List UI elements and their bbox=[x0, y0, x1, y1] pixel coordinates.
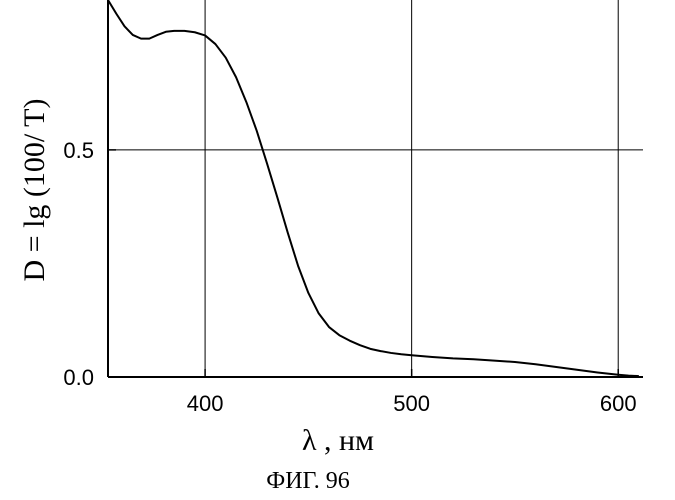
series-layer bbox=[107, 0, 639, 378]
absorbance-curve bbox=[107, 0, 639, 378]
grid-lines bbox=[108, 0, 643, 377]
y-axis-title: D = lg (100/ T) bbox=[18, 98, 51, 281]
x-tick-label: 600 bbox=[600, 391, 637, 416]
x-tick-label: 500 bbox=[393, 391, 430, 416]
y-tick-label: 0.0 bbox=[63, 365, 94, 390]
y-tick-label: 0.5 bbox=[63, 138, 94, 163]
tick-labels: 400 500 600 0.0 0.5 bbox=[63, 138, 636, 416]
figure-caption: ФИГ. 96 bbox=[266, 468, 349, 494]
x-axis-title: λ , нм bbox=[302, 424, 374, 457]
x-tick-label: 400 bbox=[187, 391, 224, 416]
plot-frame bbox=[107, 0, 643, 378]
